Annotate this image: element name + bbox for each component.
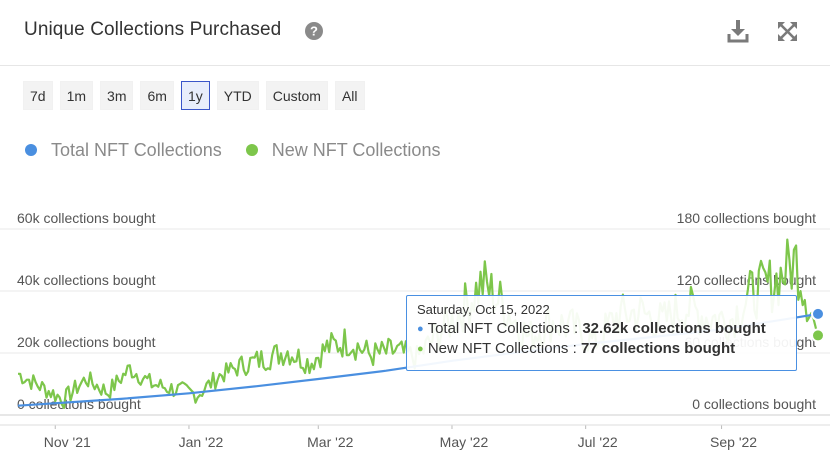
tooltip-value-new: 77 collections bought <box>580 340 736 357</box>
x-tick-label: Sep '22 <box>710 434 757 450</box>
hover-marker-new <box>811 328 825 343</box>
legend-dot-total <box>25 144 37 156</box>
download-icon[interactable] <box>727 19 749 43</box>
tooltip-label-total: Total NFT Collections : <box>427 320 583 337</box>
x-tick-label: Jan '22 <box>179 434 224 450</box>
card-header: Unique Collections Purchased ? <box>0 0 830 66</box>
tooltip-dot-total: ● <box>417 323 424 335</box>
question-circle-icon[interactable]: ? <box>305 22 323 40</box>
range-button-ytd[interactable]: YTD <box>216 81 259 110</box>
y-tick-label-left: 40k collections bought <box>17 272 156 288</box>
tooltip-label-new: New NFT Collections : <box>427 340 581 357</box>
x-tick-label: Mar '22 <box>307 434 353 450</box>
svg-text:?: ? <box>310 24 318 39</box>
legend-label-total: Total NFT Collections <box>51 139 222 160</box>
y-tick-label-left: 60k collections bought <box>17 210 156 226</box>
x-tick-label: Jul '22 <box>578 434 618 450</box>
chart-title: Unique Collections Purchased <box>24 19 282 40</box>
range-button-7d[interactable]: 7d <box>23 81 53 110</box>
tooltip-dot-new: ● <box>417 343 424 355</box>
hover-marker-total <box>811 306 825 321</box>
chart-tooltip: Saturday, Oct 15, 2022 ● Total NFT Colle… <box>406 295 797 371</box>
legend-item-total[interactable]: Total NFT Collections <box>25 140 222 161</box>
legend-dot-new <box>245 144 258 156</box>
legend-label-new: New NFT Collections <box>271 139 441 160</box>
range-button-custom[interactable]: Custom <box>265 81 328 110</box>
expand-icon[interactable] <box>777 21 798 42</box>
y-tick-label-right: 0 collections bought <box>692 396 816 412</box>
y-tick-label-right: 180 collections bought <box>677 210 816 226</box>
range-button-6m[interactable]: 6m <box>140 81 174 110</box>
range-selector: 7d 1m 3m 6m 1y YTD Custom All <box>23 81 365 111</box>
chart-legend: Total NFT Collections New NFT Collection… <box>25 138 464 162</box>
range-button-1y[interactable]: 1y <box>180 81 210 110</box>
range-button-3m[interactable]: 3m <box>100 81 134 110</box>
range-button-1m[interactable]: 1m <box>59 81 94 110</box>
y-tick-label-left: 20k collections bought <box>17 334 156 350</box>
x-tick-label: Nov '21 <box>44 434 91 450</box>
y-tick-label-right: 120 collections bought <box>677 272 816 288</box>
x-tick-label: May '22 <box>440 434 489 450</box>
tooltip-row-total: ● Total NFT Collections : 32.62k collect… <box>417 319 786 339</box>
tooltip-value-total: 32.62k collections bought <box>582 320 766 337</box>
range-button-all[interactable]: All <box>334 81 365 110</box>
legend-item-new[interactable]: New NFT Collections <box>245 139 441 161</box>
tooltip-date: Saturday, Oct 15, 2022 <box>417 302 550 317</box>
tooltip-row-new: ● New NFT Collections : 77 collections b… <box>417 339 786 359</box>
